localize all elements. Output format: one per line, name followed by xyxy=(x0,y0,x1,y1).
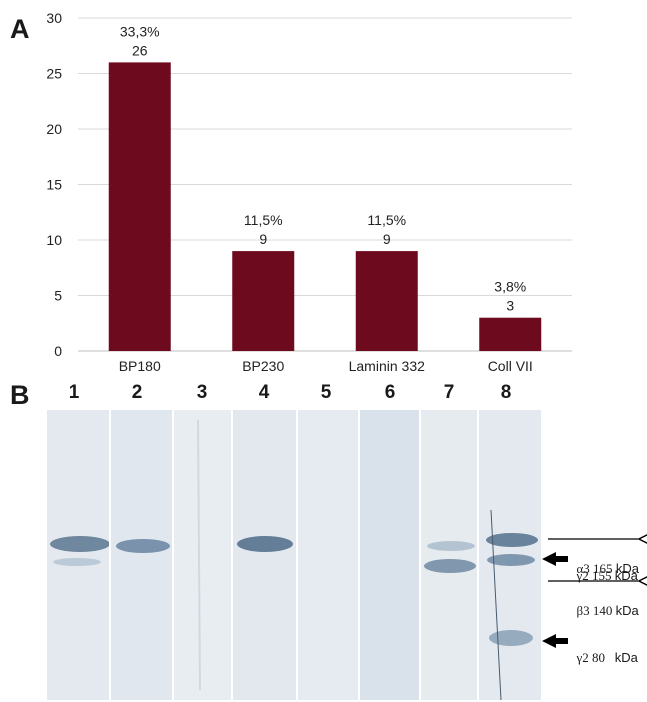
blot-lane xyxy=(360,410,419,700)
marker-name: γ2 80 xyxy=(576,650,615,665)
percent-label: 3,8% xyxy=(494,279,526,295)
panel-b-label: B xyxy=(10,380,30,410)
marker-unit: kDa xyxy=(614,568,638,583)
value-label: 3 xyxy=(506,298,514,314)
percent-label: 11,5% xyxy=(367,212,406,228)
percent-label: 11,5% xyxy=(244,212,283,228)
lane-label: 7 xyxy=(443,382,455,403)
blot-lane xyxy=(298,410,358,700)
percent-label: 33,3% xyxy=(120,23,160,39)
y-tick-label: 20 xyxy=(46,121,62,137)
y-tick-label: 0 xyxy=(54,343,62,359)
value-label: 9 xyxy=(259,231,267,247)
marker-unit: kDa xyxy=(614,650,638,665)
y-tick-label: 15 xyxy=(46,177,62,193)
lane-label: 5 xyxy=(320,382,332,403)
blot-lane xyxy=(233,410,296,700)
lane-label: 4 xyxy=(258,382,270,403)
bold-arrow-icon xyxy=(542,634,568,648)
value-label: 9 xyxy=(383,231,391,247)
lane-label: 2 xyxy=(131,382,143,403)
blot-lane xyxy=(111,410,172,700)
blot-lane xyxy=(174,410,231,700)
panel-a-label: A xyxy=(10,14,30,44)
bar xyxy=(355,251,418,351)
bar xyxy=(479,317,542,351)
marker-unit: kDa xyxy=(615,561,639,576)
marker-label: α3 165 kDa xyxy=(570,545,639,577)
y-tick-label: 30 xyxy=(46,10,62,26)
lane-label: 3 xyxy=(196,382,208,403)
lane-label: 6 xyxy=(384,382,396,403)
marker-label: γ2 80 kDa xyxy=(570,634,638,666)
western-blot xyxy=(0,410,647,702)
value-label: 26 xyxy=(132,42,148,58)
y-tick-label: 25 xyxy=(46,66,62,82)
bold-arrow-icon xyxy=(542,552,568,566)
marker-label: β3 140 kDa xyxy=(570,587,639,619)
x-tick-label: BP180 xyxy=(119,358,161,374)
marker-name: α3 165 xyxy=(576,561,613,576)
bar-chart: 0 5 10 15 20 25 30 BP180 33,3% 26 BP230 11,5% 9 Lamin… xyxy=(46,10,572,374)
lane-label: 8 xyxy=(500,382,512,403)
x-tick-label: Laminin 332 xyxy=(349,358,425,374)
blot-lane xyxy=(47,410,109,700)
blot-lane xyxy=(479,410,541,700)
blot-lane xyxy=(421,410,477,700)
x-tick-label: Coll VII xyxy=(488,358,533,374)
lane-label: 1 xyxy=(68,382,80,403)
bar xyxy=(108,62,171,352)
marker-label: γ2 155 kDa xyxy=(570,552,638,584)
bar xyxy=(232,251,295,351)
y-tick-label: 5 xyxy=(54,288,62,304)
y-tick-label: 10 xyxy=(46,232,62,248)
marker-name: β3 140 xyxy=(576,603,613,618)
marker-name: γ2 155 xyxy=(576,568,615,583)
x-tick-label: BP230 xyxy=(242,358,284,374)
marker-unit: kDa xyxy=(615,603,639,618)
